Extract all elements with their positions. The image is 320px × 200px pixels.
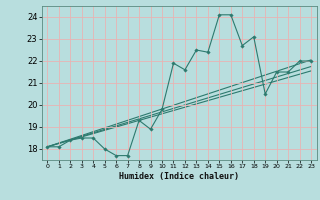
X-axis label: Humidex (Indice chaleur): Humidex (Indice chaleur) — [119, 172, 239, 181]
